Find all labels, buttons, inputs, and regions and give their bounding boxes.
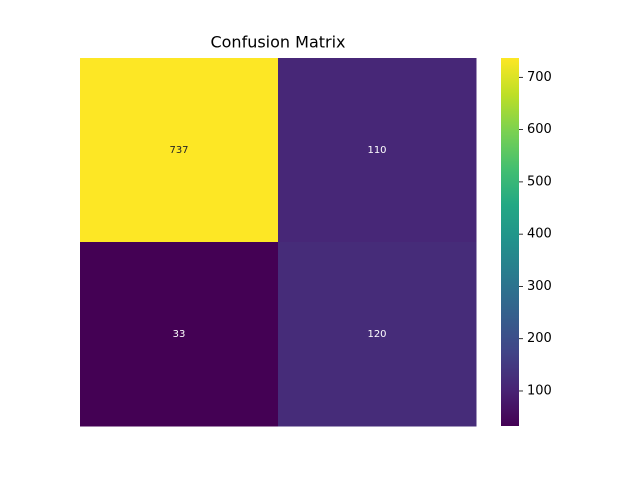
colorbar-tick-label: 700 [527, 70, 552, 85]
colorbar-tick-label: 100 [527, 383, 552, 398]
cell-label: 33 [173, 329, 186, 340]
cell-label: 737 [169, 145, 188, 156]
heatmap-cell [80, 242, 279, 427]
colorbar-tick-label: 300 [527, 279, 552, 294]
colorbar-tick-label: 400 [527, 227, 552, 242]
heatmap-cell [80, 58, 279, 243]
heatmap-cell [278, 242, 477, 427]
cell-label: 110 [367, 145, 386, 156]
cell-label: 120 [367, 329, 386, 340]
colorbar [501, 58, 519, 426]
colorbar-tick-label: 500 [527, 174, 552, 189]
heatmap-cell [278, 58, 477, 243]
colorbar-tick-label: 200 [527, 331, 552, 346]
chart-title: Confusion Matrix [210, 33, 345, 52]
colorbar-tick-label: 600 [527, 122, 552, 137]
